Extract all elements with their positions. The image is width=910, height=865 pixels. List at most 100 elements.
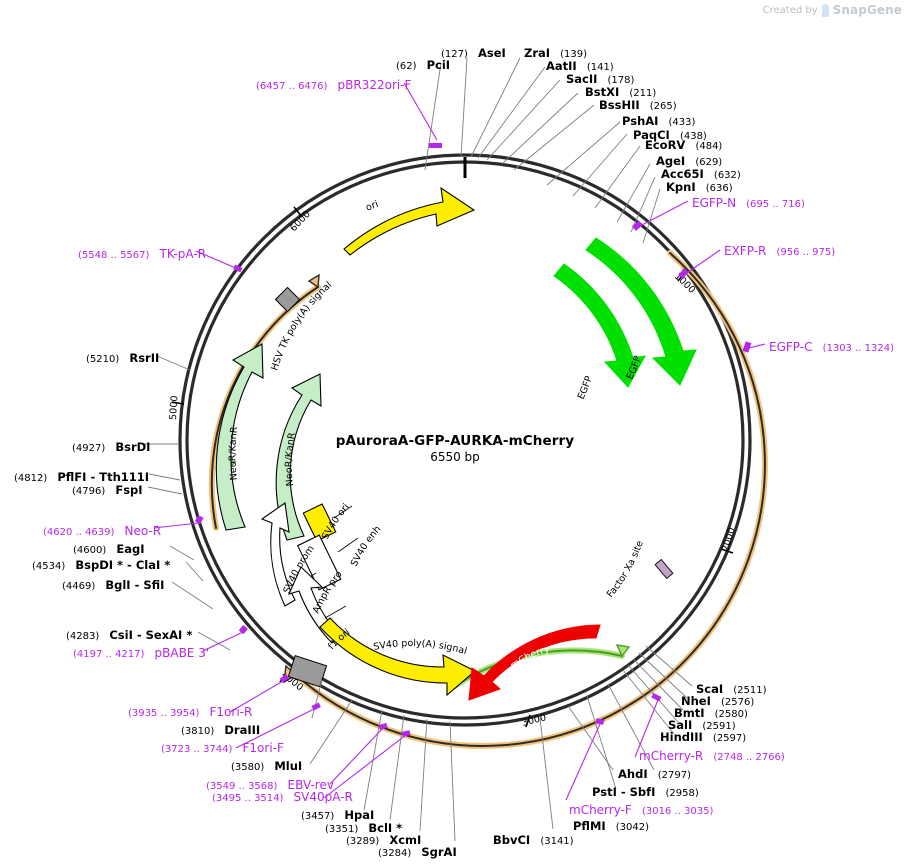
- primer-name: TK-pA-R: [159, 247, 207, 261]
- enzyme-label-RsrII[interactable]: (5210) RsrII: [86, 349, 159, 365]
- enzyme-label-BssHII[interactable]: BssHII (265): [599, 96, 677, 112]
- enzyme-name: XcmI: [389, 833, 422, 847]
- feature-f1-ori[interactable]: f1 ori: [319, 617, 476, 697]
- enzyme-pos: (4534): [32, 561, 66, 572]
- primer-name: pBABE 3': [154, 646, 210, 660]
- primer-name: EGFP-C: [769, 340, 813, 354]
- enzyme-label-ZraI[interactable]: ZraI (139): [524, 44, 587, 60]
- primer-range: (1303 .. 1324): [822, 343, 894, 354]
- enzyme-label-BstXI[interactable]: BstXI (211): [585, 83, 656, 99]
- primer-range: (3723 .. 3744): [161, 744, 233, 755]
- enzyme-label-PaqCI[interactable]: PaqCI (438): [633, 126, 707, 142]
- enzyme-name: AseI: [477, 46, 506, 60]
- enzyme-label-SalI[interactable]: SalI (2591): [668, 716, 736, 732]
- enzyme-name: SacII: [566, 72, 598, 86]
- enzyme-label-NheI[interactable]: NheI (2576): [681, 692, 754, 708]
- primer-label-pBR322ori-F[interactable]: (6457 .. 6476) pBR322ori-F: [256, 76, 411, 92]
- enzyme-label-MluI[interactable]: (3580) MluI: [231, 757, 302, 773]
- enzyme-label-BbvCI[interactable]: BbvCI (3141): [493, 831, 574, 847]
- enzyme-pos: (484): [695, 141, 723, 152]
- primer-name: Neo-R: [124, 524, 162, 538]
- enzyme-label-XcmI[interactable]: (3289) XcmI: [346, 831, 421, 847]
- feature-factor-xa-site[interactable]: Factor Xa site: [605, 539, 674, 600]
- enzyme-pos: (2591): [702, 721, 736, 732]
- enzyme-label-AhdI[interactable]: AhdI (2797): [618, 765, 691, 781]
- enzyme-label-BclI[interactable]: (3351) BclI *: [325, 819, 402, 835]
- enzyme-label-AatII[interactable]: AatII (141): [546, 57, 614, 73]
- enzyme-pos: (636): [705, 183, 733, 194]
- enzyme-label-PshAI[interactable]: PshAI (433): [622, 112, 695, 128]
- feature-label-sv40-polya: SV40 poly(A) signal: [372, 638, 468, 657]
- feature-neor-kanr-2[interactable]: NeoR/KanR: [275, 373, 322, 541]
- enzyme-pos: (3042): [615, 822, 650, 833]
- enzyme-label-AseI[interactable]: (127) AseI: [441, 44, 506, 60]
- primer-label-mCherry-F[interactable]: mCherry-F (3016 .. 3035): [569, 801, 713, 817]
- enzyme-name: FspI: [115, 483, 143, 497]
- enzyme-label-PflFI-Tth111I[interactable]: (4812) PflFI - Tth111I: [14, 468, 149, 484]
- primer-label-F1ori-F[interactable]: (3723 .. 3744) F1ori-F: [161, 739, 284, 755]
- primer-label-EBV-rev[interactable]: (3549 .. 3568) EBV-rev: [206, 776, 334, 792]
- primer-range: (4197 .. 4217): [73, 649, 145, 660]
- feature-neor-kanr-1[interactable]: NeoR/KanR: [215, 343, 264, 531]
- enzyme-label-Acc65I[interactable]: Acc65I (632): [661, 165, 741, 181]
- enzyme-pos: (438): [679, 131, 707, 142]
- primer-label-pBABE-3prime[interactable]: (4197 .. 4217) pBABE 3': [73, 644, 209, 660]
- primer-range: (956 .. 975): [776, 247, 836, 258]
- enzyme-pos: (2797): [657, 770, 691, 781]
- enzyme-label-BglI-SfiI[interactable]: (4469) BglI - SfiI: [62, 576, 164, 592]
- enzyme-pos: (211): [629, 88, 657, 99]
- enzyme-pos: (3457): [301, 811, 335, 822]
- enzyme-name: NheI: [681, 694, 711, 708]
- primer-range: (3935 .. 3954): [128, 708, 200, 719]
- enzyme-label-PciI[interactable]: (62) PciI: [396, 56, 450, 72]
- enzyme-label-BmtI[interactable]: BmtI (2580): [674, 704, 748, 720]
- enzyme-label-ScaI[interactable]: ScaI (2511): [696, 680, 767, 696]
- enzyme-name: MluI: [274, 759, 303, 773]
- feature-hsv-tk-polya[interactable]: HSV TK poly(A) signal: [269, 280, 334, 372]
- primer-label-EGFP-C[interactable]: EGFP-C (1303 .. 1324): [769, 338, 894, 354]
- primer-label-F1ori-R[interactable]: (3935 .. 3954) F1ori-R: [128, 703, 252, 719]
- primer-label-mCherry-R[interactable]: mCherry-R (2748 .. 2766): [639, 747, 785, 763]
- enzyme-label-DraIII[interactable]: (3810) DraIII: [181, 721, 260, 737]
- primer-name: pBR322ori-F: [337, 78, 412, 92]
- enzyme-name: HindIII: [660, 730, 703, 744]
- enzyme-label-PflMI[interactable]: PflMI (3042): [573, 817, 649, 833]
- enzyme-label-FspI[interactable]: (4796) FspI: [72, 481, 143, 497]
- enzyme-label-SgrAI[interactable]: (3284) SgrAI: [378, 843, 457, 859]
- enzyme-label-BsrDI[interactable]: (4927) BsrDI: [72, 438, 150, 454]
- enzyme-pos: (2958): [665, 788, 699, 799]
- enzyme-label-PstI-SbfI[interactable]: PstI - SbfI (2958): [592, 783, 699, 799]
- leader-lines-left: [144, 355, 231, 651]
- enzyme-pos: (4796): [72, 486, 106, 497]
- enzyme-label-BspDI-ClaI[interactable]: (4534) BspDI * - ClaI *: [32, 556, 170, 572]
- enzyme-label-AgeI[interactable]: AgeI (629): [656, 152, 722, 168]
- enzyme-name: ScaI: [696, 682, 724, 696]
- created-by-label: Created by: [762, 4, 818, 16]
- enzyme-name: AgeI: [656, 154, 686, 168]
- feature-label-ori: ori: [364, 199, 380, 214]
- primer-label-SV40pA-R[interactable]: (3495 .. 3514) SV40pA-R: [212, 788, 353, 804]
- enzyme-label-CsiI-SexAI[interactable]: (4283) CsiI - SexAI *: [66, 626, 192, 642]
- enzyme-name: BspDI * - ClaI *: [75, 558, 171, 572]
- primer-name: F1ori-F: [242, 741, 284, 755]
- feature-mcherry[interactable]: mCherry: [468, 624, 601, 701]
- enzyme-label-EagI[interactable]: (4600) EagI: [73, 540, 145, 556]
- enzyme-name: EcoRV: [645, 138, 686, 152]
- enzyme-label-KpnI[interactable]: KpnI (636): [666, 178, 733, 194]
- enzyme-label-HindIII[interactable]: HindIII (2597): [660, 728, 746, 744]
- primer-label-EXFP-R[interactable]: EXFP-R (956 .. 975): [724, 242, 835, 258]
- feature-ori[interactable]: ori: [343, 186, 476, 256]
- enzyme-label-HpaI[interactable]: (3457) HpaI: [301, 806, 374, 822]
- enzyme-name: HpaI: [344, 808, 375, 822]
- feature-sv40-ori[interactable]: SV40 ori: [302, 502, 353, 542]
- snapgene-bookmark-icon: [821, 3, 829, 17]
- feature-label-factor-xa-site: Factor Xa site: [605, 539, 646, 600]
- primer-label-EGFP-N[interactable]: EGFP-N (695 .. 716): [692, 194, 805, 210]
- enzyme-pos: (2576): [720, 697, 755, 708]
- enzyme-label-SacII[interactable]: SacII (178): [566, 70, 634, 86]
- feature-label-hsv-tk-polya: HSV TK poly(A) signal: [269, 280, 334, 372]
- enzyme-label-EcoRV[interactable]: EcoRV (484): [645, 136, 722, 152]
- primer-label-Neo-R[interactable]: (4620 .. 4639) Neo-R: [43, 522, 161, 538]
- primer-label-TK-pA-R[interactable]: (5548 .. 5567) TK-pA-R: [78, 245, 206, 261]
